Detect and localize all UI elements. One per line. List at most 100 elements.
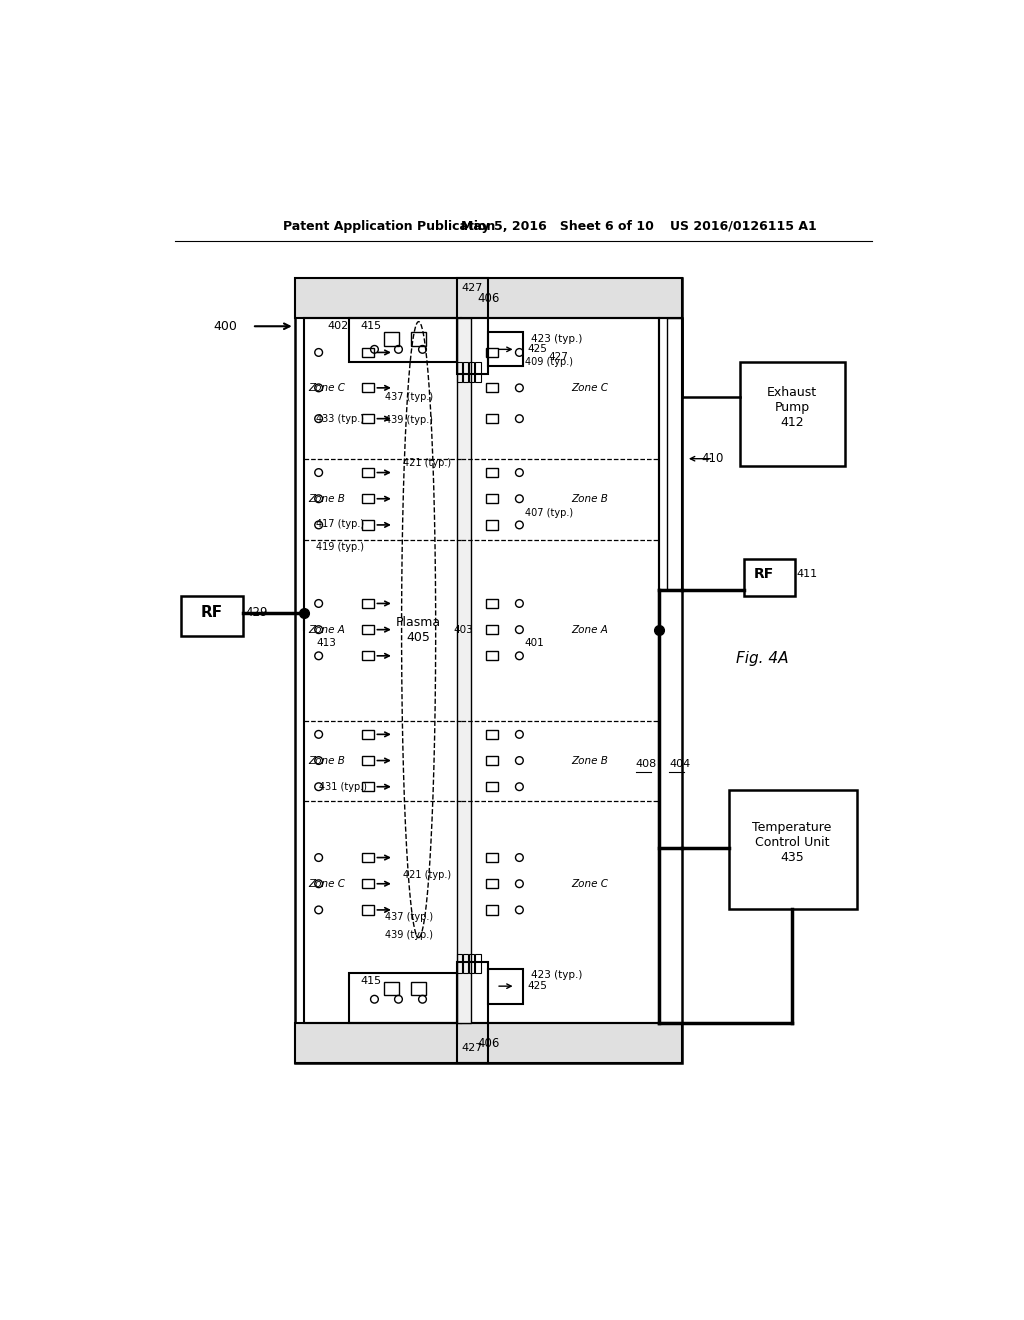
- Text: 429: 429: [246, 606, 268, 619]
- Text: 415: 415: [360, 321, 382, 331]
- Text: 413: 413: [316, 639, 336, 648]
- Bar: [295, 1023, 682, 1063]
- Text: 431 (typ.): 431 (typ.): [318, 781, 367, 792]
- Bar: [362, 626, 375, 635]
- Bar: [486, 853, 499, 862]
- Bar: [469, 954, 474, 973]
- Text: 427: 427: [462, 282, 482, 293]
- Bar: [362, 879, 375, 888]
- Bar: [469, 363, 474, 381]
- Bar: [180, 595, 243, 636]
- Bar: [362, 520, 375, 529]
- Bar: [411, 333, 426, 346]
- Bar: [475, 363, 480, 381]
- Bar: [486, 651, 499, 660]
- Bar: [488, 331, 523, 367]
- Text: 411: 411: [797, 569, 818, 579]
- Bar: [486, 599, 499, 609]
- Bar: [461, 318, 658, 1023]
- Bar: [457, 961, 488, 1063]
- Text: 421 (typ.): 421 (typ.): [403, 458, 452, 467]
- Text: 407 (typ.): 407 (typ.): [524, 508, 572, 517]
- Text: Temperature
Control Unit
435: Temperature Control Unit 435: [753, 821, 831, 863]
- Text: Fig. 4A: Fig. 4A: [736, 651, 788, 667]
- Text: 427: 427: [549, 352, 568, 362]
- Bar: [658, 318, 682, 590]
- Bar: [729, 789, 856, 909]
- Bar: [463, 954, 468, 973]
- Bar: [362, 414, 375, 424]
- Text: Zone B: Zone B: [308, 755, 345, 766]
- Text: Zone B: Zone B: [571, 755, 608, 766]
- Bar: [362, 348, 375, 358]
- Bar: [295, 277, 682, 318]
- Bar: [486, 781, 499, 792]
- Text: 400: 400: [213, 319, 237, 333]
- Text: 409 (typ.): 409 (typ.): [524, 358, 572, 367]
- Bar: [486, 730, 499, 739]
- Bar: [362, 494, 375, 503]
- Text: Plasma
405: Plasma 405: [396, 615, 441, 644]
- Text: 421 (typ.): 421 (typ.): [403, 870, 452, 879]
- Bar: [362, 906, 375, 915]
- Text: Patent Application Publication: Patent Application Publication: [283, 219, 496, 232]
- Bar: [457, 318, 471, 1023]
- Text: Zone A: Zone A: [308, 624, 345, 635]
- Text: 401: 401: [524, 639, 545, 648]
- Bar: [486, 520, 499, 529]
- Bar: [486, 383, 499, 392]
- Text: RF: RF: [201, 605, 223, 620]
- Bar: [486, 414, 499, 424]
- Text: 425: 425: [527, 981, 547, 991]
- Text: Zone A: Zone A: [571, 624, 608, 635]
- Text: 402: 402: [328, 321, 348, 331]
- Text: 408: 408: [636, 759, 656, 768]
- Bar: [475, 954, 480, 973]
- Bar: [362, 756, 375, 766]
- Bar: [486, 756, 499, 766]
- Text: Zone C: Zone C: [308, 879, 345, 888]
- Text: 425: 425: [527, 345, 547, 354]
- Text: Zone C: Zone C: [571, 879, 608, 888]
- Bar: [362, 651, 375, 660]
- Text: 437 (typ.): 437 (typ.): [385, 912, 433, 921]
- Bar: [362, 781, 375, 792]
- Bar: [384, 982, 399, 995]
- Bar: [740, 363, 845, 466]
- Text: May 5, 2016   Sheet 6 of 10: May 5, 2016 Sheet 6 of 10: [461, 219, 654, 232]
- Bar: [411, 982, 426, 995]
- Bar: [486, 469, 499, 478]
- Text: Zone C: Zone C: [571, 383, 608, 393]
- Text: 404: 404: [669, 759, 690, 768]
- Text: 439 (typ.): 439 (typ.): [385, 929, 433, 940]
- Bar: [457, 954, 462, 973]
- Bar: [457, 363, 462, 381]
- Bar: [667, 318, 682, 590]
- Text: 433 (typ.): 433 (typ.): [316, 413, 365, 424]
- Text: 417 (typ.): 417 (typ.): [316, 519, 365, 529]
- Bar: [486, 626, 499, 635]
- Text: 415: 415: [360, 975, 382, 986]
- Text: 410: 410: [701, 453, 724, 465]
- Text: 437 (typ.): 437 (typ.): [385, 392, 433, 403]
- Text: Zone B: Zone B: [571, 494, 608, 504]
- Text: 406: 406: [477, 292, 500, 305]
- Bar: [362, 730, 375, 739]
- Bar: [463, 363, 468, 381]
- Text: Zone B: Zone B: [308, 494, 345, 504]
- Bar: [488, 969, 523, 1003]
- Text: 423 (typ.): 423 (typ.): [531, 334, 583, 345]
- Bar: [295, 277, 682, 1063]
- Bar: [457, 277, 488, 374]
- Bar: [362, 383, 375, 392]
- Bar: [486, 494, 499, 503]
- Bar: [486, 906, 499, 915]
- Bar: [486, 879, 499, 888]
- Bar: [304, 318, 461, 1023]
- Bar: [349, 973, 457, 1023]
- Bar: [384, 333, 399, 346]
- Text: 419 (typ.): 419 (typ.): [316, 543, 365, 552]
- Bar: [486, 348, 499, 358]
- Bar: [744, 558, 795, 595]
- Text: Zone C: Zone C: [308, 383, 345, 393]
